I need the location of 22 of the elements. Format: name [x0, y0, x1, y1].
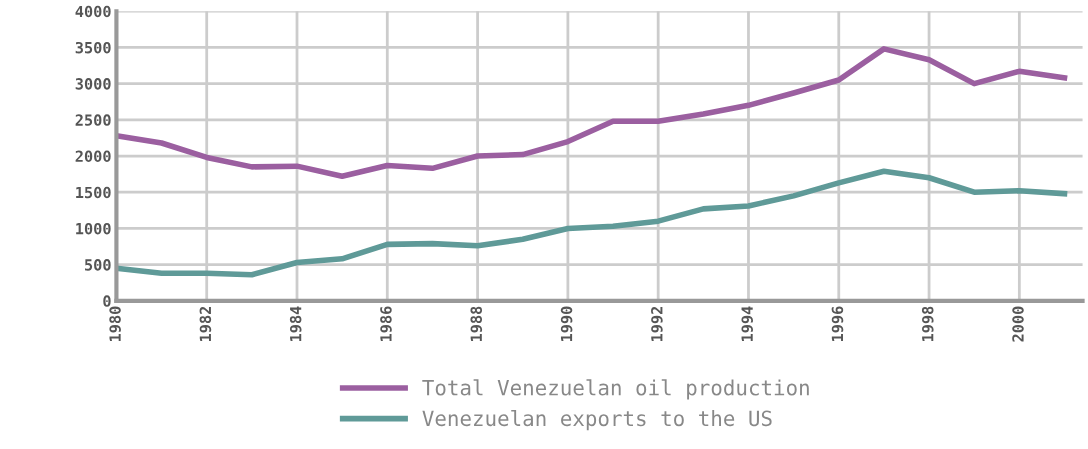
- y-tick-label: 0: [103, 295, 111, 307]
- x-tick-label: 2000: [1012, 306, 1024, 342]
- x-tick-label: 1992: [651, 306, 663, 342]
- y-tick-label: 500: [85, 259, 111, 271]
- legend-label: Total Venezuelan oil production: [422, 379, 809, 400]
- x-tick-label: 1980: [109, 306, 121, 342]
- y-tick-label: 1500: [76, 186, 111, 199]
- x-tick-label: 1982: [199, 306, 212, 342]
- y-tick-label: 2000: [75, 150, 111, 163]
- legend-label: Venezuelan exports to the US: [422, 409, 772, 431]
- x-tick-label: 1988: [470, 306, 483, 342]
- y-tick-label: 3000: [75, 78, 111, 90]
- x-tick-label: 1994: [741, 306, 753, 342]
- y-tick-label: 1000: [76, 222, 111, 235]
- y-tick-label: 2500: [75, 114, 111, 126]
- x-tick-label: 1984: [289, 306, 302, 342]
- y-tick-label: 3500: [75, 41, 111, 54]
- x-tick-label: 1998: [921, 306, 934, 342]
- x-tick-label: 1986: [380, 306, 392, 342]
- x-tick-label: 1996: [831, 306, 844, 342]
- x-tick-label: 1990: [560, 306, 573, 342]
- y-tick-label: 4000: [75, 5, 111, 18]
